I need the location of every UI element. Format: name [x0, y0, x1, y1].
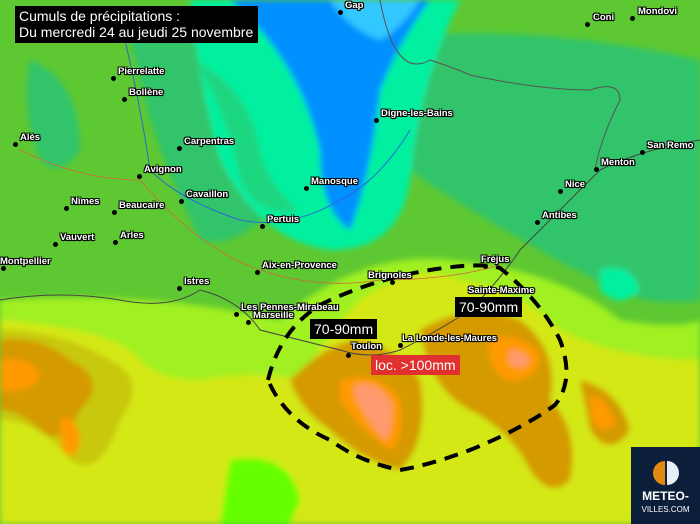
city-label: Digne-les-Bains	[381, 108, 453, 119]
city-dot	[260, 224, 265, 229]
city-dot	[111, 76, 116, 81]
city-dot	[398, 343, 403, 348]
city-dot	[304, 186, 309, 191]
annotation-local: loc. >100mm	[371, 355, 460, 375]
city-dot	[346, 353, 351, 358]
city-dot	[13, 142, 18, 147]
city-dot	[177, 286, 182, 291]
risk-zone-dashed-circle	[265, 263, 569, 473]
city-dot	[137, 174, 142, 179]
city-label: Beaucaire	[119, 200, 165, 211]
city-label: Nice	[565, 179, 586, 190]
city-label: Antibes	[542, 210, 577, 221]
city-dot	[390, 280, 395, 285]
city-label: Menton	[601, 157, 635, 168]
city-label: Vauvert	[60, 232, 95, 243]
city-dot	[594, 167, 599, 172]
city-dot	[113, 240, 118, 245]
city-label: Brignoles	[368, 270, 412, 281]
logo-line-2: VILLES.COM	[641, 505, 690, 514]
city-label: Sainte-Maxime	[468, 285, 535, 296]
city-dot	[177, 146, 182, 151]
city-label: Pierrelatte	[118, 66, 165, 77]
city-label: La Londe-les-Maures	[402, 333, 498, 344]
city-dot	[630, 16, 635, 21]
city-dot	[179, 199, 184, 204]
city-dot	[483, 264, 488, 269]
city-dot	[255, 270, 260, 275]
map-title: Cumuls de précipitations : Du mercredi 2…	[15, 6, 259, 43]
city-label: Coni	[593, 12, 615, 23]
city-label: Gap	[345, 0, 364, 11]
city-label: Bollène	[129, 87, 164, 98]
city-dot	[558, 189, 563, 194]
city-label: San Remo	[647, 140, 694, 151]
city-label: Nîmes	[71, 196, 100, 207]
annotation-west: 70-90mm	[310, 319, 378, 339]
city-label: Aix-en-Provence	[262, 260, 337, 271]
city-label: Les Pennes-Mirabeau	[241, 302, 339, 313]
city-dot	[535, 220, 540, 225]
city-label: Manosque	[311, 176, 358, 187]
title-line-2: Du mercredi 24 au jeudi 25 novembre	[19, 24, 254, 40]
annotation-east: 70-90mm	[455, 297, 523, 317]
city-label: Cavaillon	[186, 189, 229, 200]
city-label: Istres	[184, 276, 210, 287]
city-dot	[640, 150, 645, 155]
city-dot	[1, 266, 6, 271]
city-label: Carpentras	[184, 136, 235, 147]
city-label: Arles	[120, 230, 144, 241]
city-label: Toulon	[351, 341, 382, 352]
city-label: Pertuis	[267, 214, 300, 225]
city-dot	[122, 97, 127, 102]
city-dot	[585, 22, 590, 27]
city-dot	[53, 242, 58, 247]
city-label: Fréjus	[481, 254, 510, 265]
city-dot	[64, 206, 69, 211]
title-line-1: Cumuls de précipitations :	[19, 8, 181, 24]
city-dot	[374, 118, 379, 123]
city-dot	[112, 210, 117, 215]
city-label: Montpellier	[0, 256, 51, 267]
logo-line-1: METEO-	[642, 489, 689, 503]
city-label: Avignon	[144, 164, 182, 175]
city-dot	[234, 312, 239, 317]
city-dot	[246, 320, 251, 325]
city-label: Marseille	[253, 310, 294, 321]
logo-icon	[653, 461, 679, 485]
city-label: Alès	[20, 132, 41, 143]
meteo-villes-logo: METEO- VILLES.COM	[631, 447, 700, 524]
city-dot	[338, 10, 343, 15]
city-label: Mondovi	[638, 6, 678, 17]
